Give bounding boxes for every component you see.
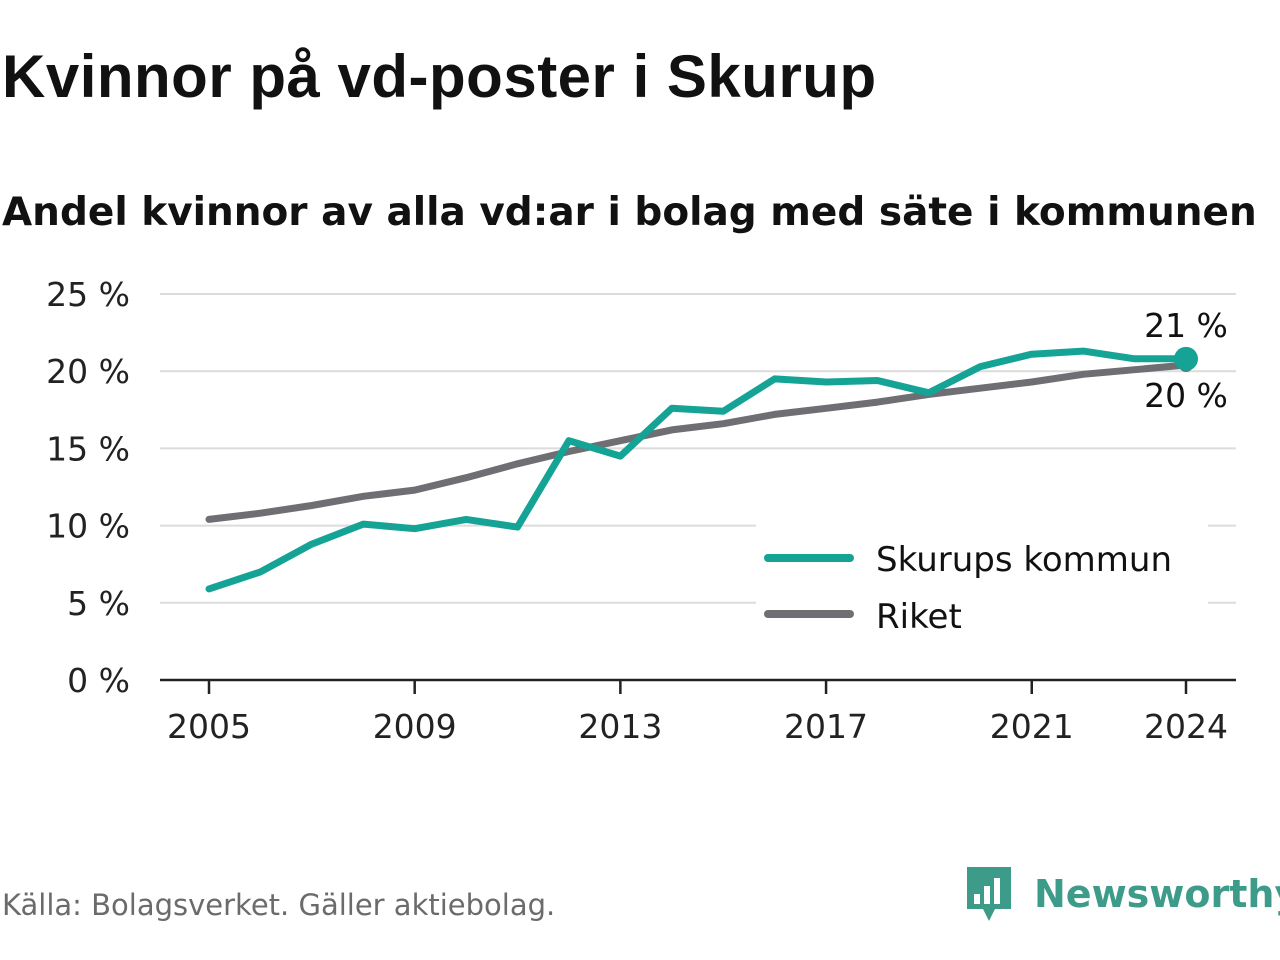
legend-label-skurup: Skurups kommun [876, 540, 1172, 580]
x-tick-label: 2017 [784, 707, 868, 746]
y-tick-label: 10 % [46, 507, 130, 546]
legend: Skurups kommun Riket [756, 524, 1208, 648]
x-tick-label: 2021 [990, 707, 1074, 746]
legend-background [756, 524, 1208, 648]
end-label-skurup: 21 % [1144, 306, 1228, 345]
brand-name: Newsworthy [1034, 872, 1280, 916]
chart-subtitle: Andel kvinnor av alla vd:ar i bolag med … [2, 190, 1257, 235]
bar-chart-speech-bubble-icon [967, 867, 1011, 921]
x-axis-ticks: 2005 2009 2013 2017 2021 2024 [167, 680, 1228, 746]
newsworthy-logo: Newsworthy [964, 864, 1280, 924]
y-tick-label: 5 % [67, 584, 130, 623]
end-label-riket: 20 % [1144, 376, 1228, 415]
legend-label-riket: Riket [876, 597, 962, 637]
y-tick-label: 15 % [46, 429, 130, 468]
x-tick-label: 2005 [167, 707, 251, 746]
y-tick-label: 20 % [46, 352, 130, 391]
chart-title: Kvinnor på vd-poster i Skurup [2, 43, 877, 110]
series-line-riket [205, 361, 1190, 523]
end-labels: 21 % 20 % [1144, 306, 1228, 415]
source-note: Källa: Bolagsverket. Gäller aktiebolag. [2, 888, 556, 922]
y-tick-label: 0 % [67, 661, 130, 700]
x-tick-label: 2009 [373, 707, 457, 746]
series-line-skurup [205, 347, 1190, 593]
x-tick-label: 2024 [1144, 707, 1228, 746]
x-tick-label: 2013 [578, 707, 662, 746]
series-lines [205, 346, 1198, 593]
y-tick-label: 25 % [46, 275, 130, 314]
end-point-skurup [1174, 346, 1198, 371]
y-axis-tick-labels: 0 % 5 % 10 % 15 % 20 % 25 % [46, 275, 130, 700]
